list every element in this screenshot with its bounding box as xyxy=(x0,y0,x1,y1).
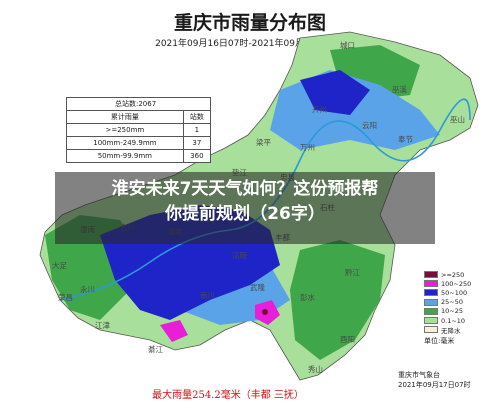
place-wanzhou: 万州 xyxy=(300,143,315,152)
table-row: >=250mm 1 xyxy=(66,123,212,137)
legend-swatch xyxy=(424,271,438,279)
place-nanchuan: 南川 xyxy=(200,290,215,300)
legend-unit: 单位:毫米 xyxy=(424,337,455,346)
headline-line-1: 淮安未来7天天气如何？这份预报帮 xyxy=(111,179,379,199)
place-youyang: 酉阳 xyxy=(340,335,355,344)
stats-cell: 1 xyxy=(182,123,212,137)
legend-item: 25~50 xyxy=(424,298,471,307)
table-row: 50mm-99.9mm 360 xyxy=(66,149,212,163)
station-stats-table: 总站数:2067 累计雨量 站数 >=250mm 1 100mm-249.9mm… xyxy=(66,97,212,163)
legend-swatch xyxy=(424,317,438,325)
place-liangping: 梁平 xyxy=(256,138,271,147)
rain-zone-250-plus xyxy=(262,309,268,315)
legend-item: 50~100 xyxy=(424,288,471,297)
legend-label: 0.1~10 xyxy=(441,316,466,325)
stats-header-rain: 累计雨量 xyxy=(66,110,184,124)
place-jiangjin: 江津 xyxy=(95,321,110,330)
place-yunyang: 云阳 xyxy=(362,121,377,130)
stats-cell: 100mm-249.9mm xyxy=(66,136,184,150)
stats-cell: 50mm-99.9mm xyxy=(66,149,184,163)
place-rongchang: 荣昌 xyxy=(58,292,73,302)
stats-cell: 360 xyxy=(182,149,212,163)
legend-label: 10~25 xyxy=(441,307,463,316)
max-rainfall-note: 最大雨量254.2毫米（丰都 三抚） xyxy=(152,390,304,401)
stats-caption: 总站数:2067 xyxy=(66,97,211,111)
issuer-name: 重庆市气象台 xyxy=(398,371,440,379)
legend-item: >=250 xyxy=(424,270,471,279)
place-yongchuan: 永川 xyxy=(80,284,95,294)
map-period: 2021年09月16日07时-2021年09月17日07时 xyxy=(155,39,345,49)
place-qianjiang: 黔江 xyxy=(345,267,360,277)
place-pengshui: 彭水 xyxy=(300,292,315,302)
place-fengjie: 奉节 xyxy=(398,134,413,144)
place-qijiang: 綦江 xyxy=(148,344,163,354)
place-xiushan: 秀山 xyxy=(308,364,323,374)
rain-legend: >=250 100~250 50~100 25~50 10~25 0.1~10 … xyxy=(424,270,471,346)
legend-swatch xyxy=(424,298,438,306)
legend-swatch xyxy=(424,326,438,334)
rain-zone-100-250-west xyxy=(160,320,188,342)
stats-header-count: 站数 xyxy=(182,110,212,124)
rain-zone-50-100-north xyxy=(300,70,370,115)
place-chengkou: 城口 xyxy=(340,41,355,50)
issue-time: 2021年09月17日07时 xyxy=(398,381,471,389)
legend-label: 100~250 xyxy=(441,279,472,288)
table-row: 100mm-249.9mm 37 xyxy=(66,136,212,150)
stats-cell: >=250mm xyxy=(66,123,184,137)
legend-item: 100~250 xyxy=(424,279,471,288)
issuer-block: 重庆市气象台 2021年09月17日07时 xyxy=(398,370,471,390)
stats-cell: 37 xyxy=(182,136,212,150)
legend-label: >=250 xyxy=(441,270,465,279)
place-wulong: 武隆 xyxy=(250,282,265,292)
legend-item: 无降水 xyxy=(424,325,471,335)
legend-label: 25~50 xyxy=(441,298,463,307)
headline-overlay xyxy=(55,172,435,244)
legend-swatch xyxy=(424,307,438,315)
yangtze-river xyxy=(59,98,471,301)
legend-label: 无降水 xyxy=(441,326,461,335)
place-wushan: 巫山 xyxy=(450,114,465,124)
rain-zone-10-25-east xyxy=(290,240,385,360)
legend-swatch xyxy=(424,289,438,297)
place-fuling: 涪陵 xyxy=(232,250,247,260)
place-wuxi: 巫溪 xyxy=(392,84,407,94)
headline-line-2: 你提前规划（26字） xyxy=(165,204,325,224)
legend-item: 0.1~10 xyxy=(424,316,471,325)
map-title: 重庆市雨量分布图 xyxy=(173,12,326,34)
headline-text[interactable]: 淮安未来7天天气如何？这份预报帮 你提前规划（26字） xyxy=(55,177,435,227)
place-kaizhou: 开州 xyxy=(312,105,327,114)
legend-item: 10~25 xyxy=(424,307,471,316)
place-dazu: 大足 xyxy=(52,260,67,270)
legend-swatch xyxy=(424,280,438,288)
legend-label: 50~100 xyxy=(441,288,468,297)
